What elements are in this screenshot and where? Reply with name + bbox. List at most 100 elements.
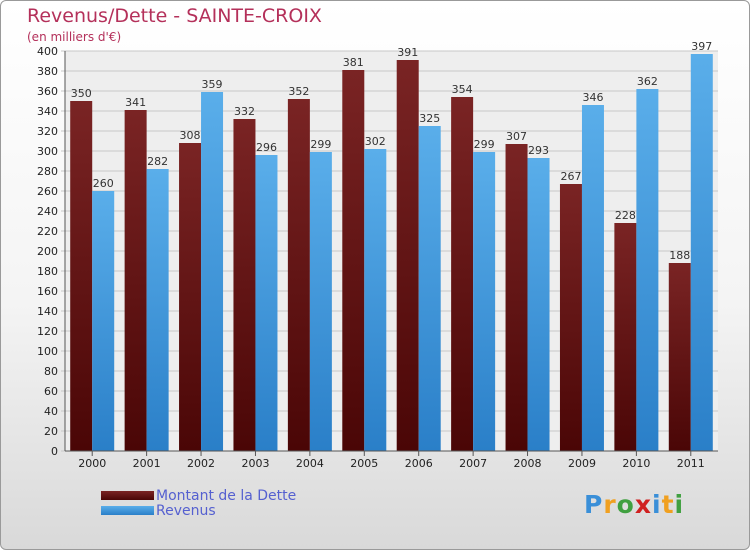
logo-letter: o	[616, 490, 635, 519]
value-label-revenus-2002: 359	[202, 78, 223, 91]
y-tick-label: 20	[44, 425, 58, 438]
legend-label-revenus: Revenus	[156, 502, 216, 519]
y-tick-label: 80	[44, 365, 58, 378]
value-label-revenus-2010: 362	[637, 75, 658, 88]
logo-letter: t	[661, 490, 675, 519]
legend-item-debt: Montant de la Dette	[101, 487, 297, 504]
grid-lines	[61, 50, 718, 452]
bar-revenus-2002	[201, 92, 224, 451]
bar-debt-2003	[233, 119, 256, 451]
y-tick-label: 0	[51, 445, 58, 458]
bar-revenus-2004	[309, 152, 332, 451]
value-label-revenus-2005: 302	[365, 135, 386, 148]
bar-revenus-2011	[690, 54, 713, 451]
bar-revenus-2007	[473, 152, 496, 451]
value-label-debt-2002: 308	[180, 129, 201, 142]
x-tick-label: 2009	[568, 457, 596, 470]
axes: 0 20 40 60 80 100 120 140 160 180 200 220 240 260 280 3…	[37, 45, 718, 470]
value-label-debt-2001: 341	[125, 96, 146, 109]
x-tick-label: 2005	[350, 457, 378, 470]
legend: Montant de la Dette Revenus	[101, 487, 297, 519]
value-label-debt-2006: 391	[397, 46, 418, 59]
bar-debt-2006	[396, 60, 419, 451]
bar-debt-2008	[505, 144, 528, 451]
value-label-revenus-2008: 293	[528, 144, 549, 157]
y-tick-label: 100	[37, 345, 58, 358]
bar-debt-2011	[668, 263, 691, 451]
value-label-debt-2011: 188	[669, 249, 690, 262]
x-tick-label: 2010	[622, 457, 650, 470]
bars	[70, 54, 713, 451]
y-tick-label: 200	[37, 245, 58, 258]
y-tick-label: 280	[37, 165, 58, 178]
value-label-revenus-2007: 299	[474, 138, 495, 151]
bar-debt-2007	[451, 97, 474, 451]
proxiti-logo: Proxiti	[584, 490, 684, 519]
y-tick-label: 180	[37, 265, 58, 278]
legend-swatch-revenus	[101, 506, 154, 515]
legend-label-debt: Montant de la Dette	[156, 487, 297, 504]
y-tick-label: 220	[37, 225, 58, 238]
bar-debt-2009	[559, 184, 582, 451]
value-label-revenus-2009: 346	[582, 91, 603, 104]
value-label-revenus-2004: 299	[310, 138, 331, 151]
value-label-revenus-2001: 282	[147, 155, 168, 168]
bar-revenus-2006	[418, 126, 441, 451]
value-label-debt-2004: 352	[288, 85, 309, 98]
bar-revenus-2005	[364, 149, 387, 451]
value-label-debt-2005: 381	[343, 56, 364, 69]
bar-debt-2000	[70, 101, 93, 451]
legend-item-revenus: Revenus	[101, 502, 296, 519]
y-tick-label: 380	[37, 65, 58, 78]
value-label-revenus-2006: 325	[419, 112, 440, 125]
bar-debt-2001	[124, 110, 147, 451]
y-tick-label: 300	[37, 145, 58, 158]
logo-letter: i	[652, 490, 662, 519]
logo-letter: i	[674, 490, 685, 519]
bar-revenus-2003	[255, 155, 278, 451]
bar-revenus-2000	[92, 191, 115, 451]
data-labels: 350 260 341 282 308 359 332 296 352 299 381 302 391 3…	[71, 40, 713, 262]
value-label-debt-2003: 332	[234, 105, 255, 118]
x-tick-label: 2007	[459, 457, 487, 470]
y-tick-label: 360	[37, 85, 58, 98]
y-tick-label: 120	[37, 325, 58, 338]
legend-swatch-debt	[101, 491, 154, 500]
bar-revenus-2010	[636, 89, 659, 451]
y-tick-label: 400	[37, 45, 58, 58]
value-label-debt-2008: 307	[506, 130, 527, 143]
x-tick-label: 2001	[133, 457, 161, 470]
bar-revenus-2009	[581, 105, 604, 451]
chart-subtitle: (en milliers d'€)	[27, 30, 122, 44]
x-tick-label: 2003	[241, 457, 269, 470]
chart-title: Revenus/Dette - SAINTE-CROIX	[27, 5, 322, 27]
x-tick-label: 2008	[514, 457, 542, 470]
bar-revenus-2008	[527, 158, 550, 451]
bar-debt-2004	[287, 99, 310, 451]
x-tick-label: 2000	[78, 457, 106, 470]
bar-debt-2010	[614, 223, 637, 451]
y-tick-label: 40	[44, 405, 58, 418]
x-tick-label: 2006	[405, 457, 433, 470]
x-tick-label: 2004	[296, 457, 324, 470]
value-label-revenus-2000: 260	[93, 177, 114, 190]
y-tick-label: 260	[37, 185, 58, 198]
bar-debt-2005	[342, 70, 365, 451]
x-tick-label: 2002	[187, 457, 215, 470]
value-label-debt-2009: 267	[560, 170, 581, 183]
y-tick-label: 140	[37, 305, 58, 318]
value-label-revenus-2003: 296	[256, 141, 277, 154]
value-label-debt-2007: 354	[452, 83, 473, 96]
y-tick-label: 60	[44, 385, 58, 398]
value-label-debt-2010: 228	[615, 209, 636, 222]
logo-letter: P	[584, 490, 604, 519]
bar-debt-2002	[179, 143, 202, 451]
y-tick-label: 240	[37, 205, 58, 218]
logo-letter: r	[603, 490, 617, 519]
logo-letter: x	[634, 490, 652, 519]
y-tick-label: 320	[37, 125, 58, 138]
bar-revenus-2001	[146, 169, 169, 451]
value-label-revenus-2011: 397	[691, 40, 712, 53]
